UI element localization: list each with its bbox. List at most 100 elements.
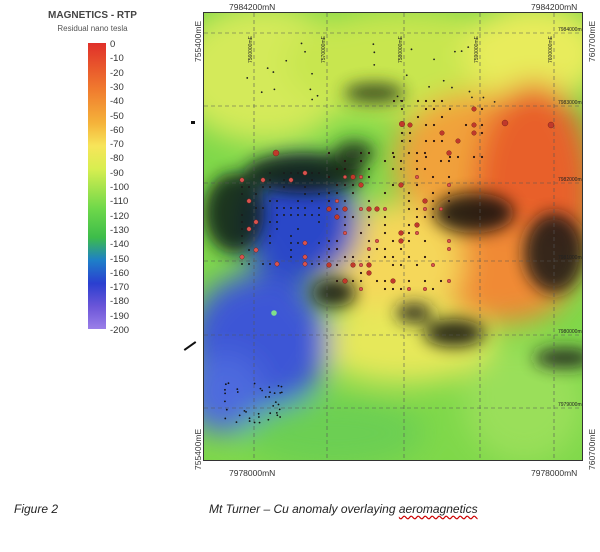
sample-point <box>283 207 285 209</box>
sample-point <box>467 46 470 49</box>
legend-tick-label: -70 <box>110 139 124 151</box>
sample-point <box>359 159 363 163</box>
sample-point <box>480 155 484 159</box>
sample-point <box>366 270 372 276</box>
magnetic-surface <box>204 13 582 460</box>
sample-point <box>239 177 245 183</box>
sample-point <box>269 412 272 415</box>
sample-point <box>383 279 387 283</box>
sample-point <box>283 172 285 174</box>
sample-point <box>438 206 443 211</box>
sample-point <box>318 214 320 216</box>
sample-point <box>472 155 476 159</box>
sample-point <box>415 263 419 267</box>
sample-point <box>447 199 451 203</box>
sample-point <box>430 262 435 267</box>
sample-point <box>297 242 299 244</box>
sample-point <box>269 391 271 394</box>
sample-point <box>358 262 363 267</box>
sample-point <box>367 239 371 243</box>
sample-point <box>318 256 320 258</box>
sample-point <box>304 214 306 216</box>
sample-point <box>248 263 250 265</box>
sample-point <box>423 151 427 155</box>
sample-point <box>302 240 308 246</box>
sample-point <box>343 255 347 259</box>
sample-point <box>304 50 306 53</box>
legend-tick-label: -150 <box>110 253 130 265</box>
sample-point <box>297 172 299 174</box>
sample-point <box>446 150 452 156</box>
sample-point <box>415 215 419 219</box>
sample-point <box>382 206 387 211</box>
sample-point <box>311 72 313 75</box>
sample-point <box>262 186 264 188</box>
sample-point <box>327 151 331 155</box>
sample-point <box>408 139 412 143</box>
inner-north-label: 7981000mN <box>558 255 582 261</box>
sample-point <box>399 263 403 267</box>
sample-point <box>326 262 332 268</box>
sample-point <box>407 151 411 155</box>
legend-tick-label: -80 <box>110 153 124 165</box>
sample-point <box>304 193 306 195</box>
sample-point <box>277 403 280 406</box>
sample-point <box>424 107 428 111</box>
sample-point <box>290 207 292 209</box>
sample-point <box>342 278 348 284</box>
sample-point <box>424 123 428 127</box>
sample-point <box>318 207 320 209</box>
legend-color-ramp <box>88 43 106 329</box>
cu-sample-points <box>224 42 555 424</box>
sample-point <box>327 199 331 203</box>
sample-point <box>318 263 320 265</box>
sample-point <box>245 410 247 413</box>
sample-point <box>280 385 283 388</box>
sample-point <box>297 207 299 209</box>
sample-point <box>277 384 280 387</box>
legend-tick-label: -160 <box>110 267 130 279</box>
sample-point <box>428 85 430 88</box>
legend-tick-label: -100 <box>110 182 130 193</box>
sample-point <box>334 214 340 220</box>
legend-tick-label: -30 <box>110 81 124 93</box>
sample-point <box>285 59 288 62</box>
sample-point <box>447 215 451 219</box>
sample-point <box>446 246 451 251</box>
sample-point <box>274 261 280 267</box>
inner-north-label: 7983000mN <box>558 100 582 106</box>
inner-east-label: 7590000mE <box>474 35 480 63</box>
legend-tick-label: -20 <box>110 67 124 79</box>
sample-point <box>283 179 285 181</box>
sample-point <box>422 198 428 204</box>
sample-point <box>290 242 292 244</box>
sample-point <box>367 199 371 203</box>
sample-point <box>358 174 363 179</box>
sample-point <box>374 206 380 212</box>
legend-tick-label: -110 <box>110 196 129 208</box>
sample-point <box>260 177 266 183</box>
sample-point <box>399 247 403 251</box>
sample-point <box>447 175 451 179</box>
sample-point <box>448 155 452 159</box>
sample-point <box>398 230 404 236</box>
sample-point <box>276 221 278 223</box>
sample-point <box>343 223 347 227</box>
sample-point <box>399 287 403 291</box>
sample-point <box>471 96 473 99</box>
sample-point <box>416 115 420 119</box>
sample-point <box>235 421 238 424</box>
sample-point <box>351 183 355 187</box>
sample-point <box>431 175 435 179</box>
sample-point <box>318 242 320 244</box>
sample-point <box>311 214 313 216</box>
sample-point <box>275 411 278 414</box>
sample-point <box>391 151 395 155</box>
figure-caption: Mt Turner – Cu anomaly overlaying aeroma… <box>209 502 478 516</box>
sample-point <box>383 247 387 251</box>
sample-point <box>399 167 403 171</box>
sample-point <box>224 388 226 391</box>
sample-point <box>268 396 271 398</box>
sample-point <box>391 255 395 259</box>
sample-point <box>342 174 347 179</box>
